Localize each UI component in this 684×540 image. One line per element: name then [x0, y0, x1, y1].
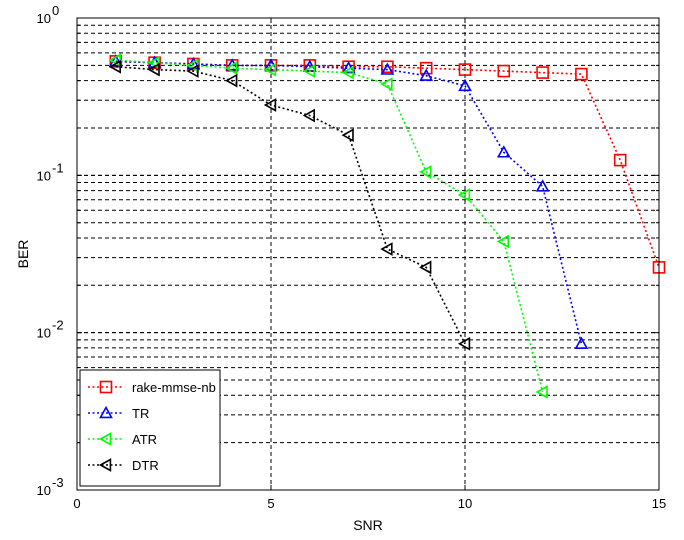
data-point	[186, 64, 199, 78]
y-tick-label: 10	[37, 483, 51, 498]
legend-marker	[99, 380, 113, 394]
data-point	[496, 234, 510, 249]
data-point	[535, 179, 550, 192]
data-point	[497, 64, 511, 78]
data-point	[419, 165, 432, 179]
legend-label: rake-mmse-nb	[132, 380, 216, 395]
data-point	[535, 385, 548, 399]
y-tick-label: 10	[37, 326, 51, 341]
data-point	[302, 64, 316, 78]
data-point	[381, 60, 394, 74]
data-point	[225, 73, 238, 88]
legend-marker	[99, 405, 113, 419]
data-point	[380, 77, 393, 91]
y-axis-label: BER	[15, 240, 31, 269]
data-point	[341, 128, 354, 143]
y-tick-exponent: -2	[52, 318, 64, 333]
legend-item: ATR	[88, 432, 157, 447]
series-layer	[108, 53, 666, 399]
data-point	[575, 67, 588, 81]
data-point	[458, 78, 472, 92]
data-point	[457, 188, 471, 202]
data-point	[457, 336, 471, 351]
series-dtr	[108, 59, 471, 351]
x-tick-label: 15	[652, 496, 666, 511]
data-point	[419, 68, 434, 81]
series-line	[115, 59, 544, 393]
data-point	[225, 58, 240, 71]
y-tick-label: 10	[37, 11, 51, 26]
y-tick-exponent: -1	[52, 160, 64, 175]
data-point	[496, 145, 511, 158]
data-point	[380, 62, 395, 75]
legend-item: TR	[88, 405, 149, 421]
x-tick-label: 10	[458, 496, 472, 511]
legend-item: rake-mmse-nb	[88, 380, 216, 395]
data-point	[458, 63, 472, 76]
x-tick-label: 5	[267, 496, 274, 511]
data-point	[574, 336, 589, 349]
data-point	[419, 61, 433, 75]
data-point	[108, 53, 121, 67]
legend-marker	[98, 458, 112, 472]
data-point	[225, 61, 238, 76]
legend-label: ATR	[132, 432, 157, 447]
grid	[77, 18, 659, 490]
series-atr	[108, 53, 548, 399]
y-tick-label: 10	[37, 168, 51, 183]
legend-item: DTR	[88, 458, 159, 473]
data-point	[147, 62, 160, 77]
x-axis-label: SNR	[353, 517, 383, 533]
data-point	[263, 62, 277, 77]
y-tick-exponent: 0	[52, 3, 59, 18]
data-point	[380, 242, 393, 256]
data-point	[341, 65, 354, 80]
y-tick-exponent: -3	[52, 475, 64, 490]
legend-marker	[98, 432, 112, 446]
data-point	[302, 108, 316, 123]
legend-label: DTR	[132, 458, 159, 473]
legend: rake-mmse-nb TR ATR DTR	[79, 369, 221, 487]
data-point	[419, 260, 432, 275]
data-point	[613, 153, 627, 167]
plot-frame	[76, 17, 660, 491]
data-point	[263, 98, 277, 112]
data-point	[536, 66, 549, 79]
legend-label: TR	[132, 406, 149, 421]
x-tick-label: 0	[73, 496, 80, 511]
series-line	[115, 65, 466, 345]
series-line	[115, 60, 583, 344]
data-point	[147, 55, 160, 70]
data-point	[108, 59, 121, 74]
